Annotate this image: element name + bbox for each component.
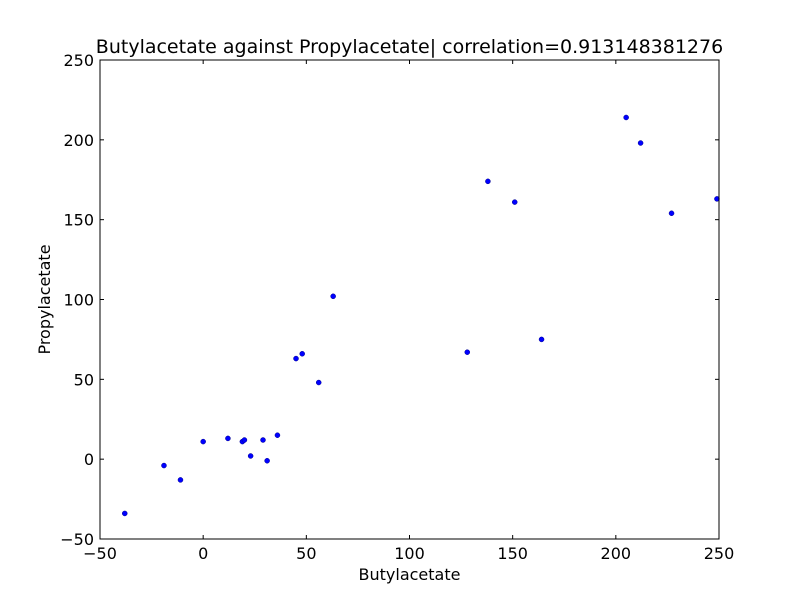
y-tick-label: 150 [63, 211, 94, 230]
data-point [299, 351, 305, 357]
data-point [122, 510, 128, 517]
x-axis-label: Butylacetate [359, 565, 461, 584]
x-tick-label: 200 [601, 544, 632, 563]
x-tick-label: 0 [198, 544, 208, 563]
y-tick-label: 250 [63, 51, 94, 70]
data-point [161, 462, 167, 469]
data-point [200, 438, 206, 445]
y-tick-label: 100 [63, 291, 94, 310]
x-tick-label: 150 [497, 544, 528, 563]
data-point [260, 437, 266, 443]
data-point [315, 379, 322, 386]
chart-title: Butylacetate against Propylacetate| corr… [96, 36, 723, 58]
y-tick-label: 50 [74, 370, 94, 389]
y-tick-label: −50 [60, 530, 94, 549]
y-tick-label: 0 [84, 450, 94, 469]
x-tick-label: 100 [394, 544, 425, 563]
data-point [225, 435, 231, 442]
x-tick-label: 50 [296, 544, 316, 563]
y-tick-label: 200 [63, 131, 94, 150]
data-point [177, 477, 184, 483]
data-points [122, 114, 720, 517]
y-axis-label: Propylacetate [35, 244, 54, 354]
data-point [293, 355, 299, 362]
plot-frame [99, 59, 720, 540]
data-point [538, 336, 545, 343]
data-point [623, 114, 629, 121]
x-tick-label: −50 [83, 544, 117, 563]
data-point [274, 432, 281, 438]
data-point [264, 458, 270, 464]
data-point [511, 199, 518, 205]
plot-area [100, 60, 719, 539]
data-point [241, 437, 248, 443]
data-point [464, 349, 471, 355]
data-point [668, 210, 675, 217]
data-point [637, 140, 644, 146]
x-tick-label: 250 [704, 544, 735, 563]
x-axis-ticks: −50 0 50 100 150 200 250 [83, 60, 734, 563]
data-point [330, 293, 336, 300]
data-point [247, 453, 254, 459]
data-point [485, 178, 491, 185]
y-axis-ticks: −50 0 50 100 150 200 250 [60, 51, 719, 549]
